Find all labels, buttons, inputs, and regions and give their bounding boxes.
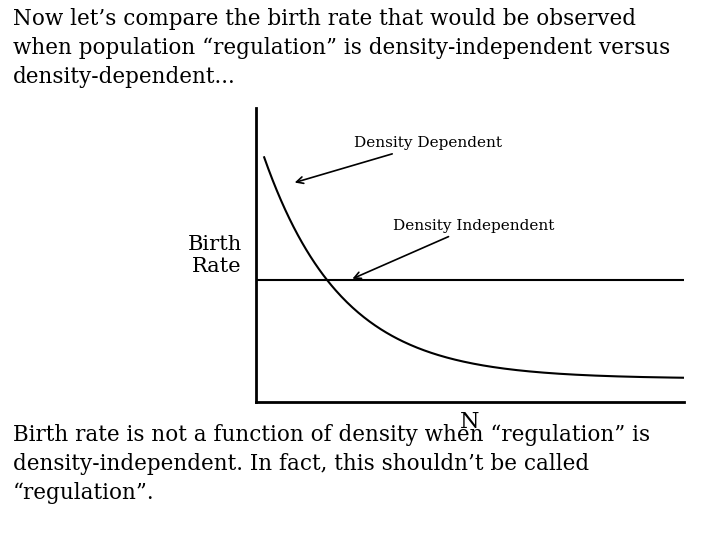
X-axis label: N: N	[460, 410, 480, 433]
Text: Now let’s compare the birth rate that would be observed
when population “regulat: Now let’s compare the birth rate that wo…	[13, 8, 670, 87]
Text: Density Independent: Density Independent	[354, 219, 554, 279]
Text: Density Dependent: Density Dependent	[297, 136, 502, 184]
Text: Birth rate is not a function of density when “regulation” is
density-independent: Birth rate is not a function of density …	[13, 424, 650, 503]
Y-axis label: Birth
Rate: Birth Rate	[187, 235, 242, 275]
